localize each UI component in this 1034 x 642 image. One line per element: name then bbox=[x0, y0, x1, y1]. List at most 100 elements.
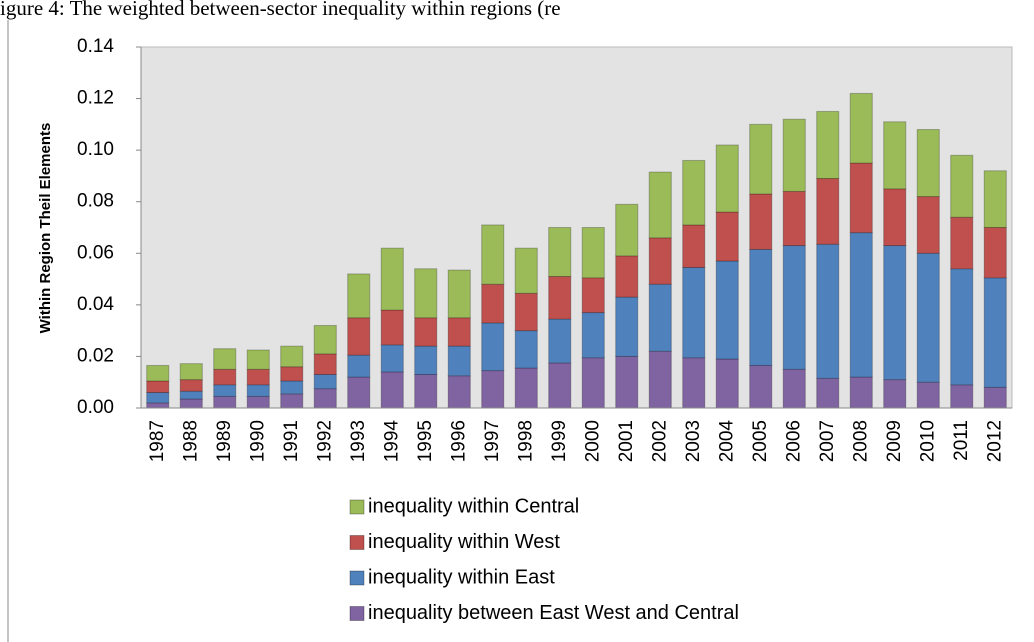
x-tick-label: 2012 bbox=[984, 420, 1005, 462]
x-tick-label: 2001 bbox=[616, 420, 637, 462]
x-tick-label: 2002 bbox=[649, 420, 670, 462]
bar-segment bbox=[950, 154, 974, 218]
bar-segment bbox=[615, 203, 639, 257]
y-tick-label: 0.04 bbox=[77, 294, 114, 315]
bar-segment bbox=[883, 245, 907, 381]
bar-segment bbox=[213, 368, 237, 386]
bar-segment bbox=[682, 224, 706, 268]
bar-segment bbox=[782, 118, 806, 192]
y-tick-label: 0.02 bbox=[77, 345, 114, 366]
bar-segment bbox=[481, 322, 505, 372]
x-tick-label: 2004 bbox=[716, 420, 737, 463]
bar-segment bbox=[849, 376, 873, 409]
bar-segment bbox=[581, 312, 605, 359]
bar-segment bbox=[916, 196, 940, 254]
bar-segment bbox=[347, 317, 371, 356]
bar-segment bbox=[782, 368, 806, 409]
bar-segment bbox=[280, 366, 304, 382]
bar-segment bbox=[380, 371, 404, 409]
bar-segment bbox=[883, 121, 907, 190]
bar-segment bbox=[514, 247, 538, 294]
legend-swatch bbox=[349, 606, 365, 621]
bar-segment bbox=[715, 260, 739, 360]
bar-segment bbox=[581, 227, 605, 279]
bar-segment bbox=[682, 266, 706, 359]
bar-segment bbox=[682, 159, 706, 226]
x-tick-label: 1988 bbox=[180, 420, 201, 462]
y-tick-label: 0.06 bbox=[77, 242, 114, 263]
bar-segment bbox=[347, 354, 371, 378]
x-tick-label: 2007 bbox=[817, 420, 838, 462]
bar-segment bbox=[648, 283, 672, 352]
bar-segment bbox=[514, 292, 538, 332]
legend-label: inequality between East West and Central bbox=[368, 602, 739, 624]
legend-label: inequality within Central bbox=[368, 495, 579, 517]
bar-segment bbox=[447, 375, 471, 409]
bar-segment bbox=[179, 390, 203, 400]
bar-segment bbox=[179, 363, 203, 381]
bar-segment bbox=[749, 193, 773, 250]
x-tick-label: 1994 bbox=[381, 420, 402, 463]
bar-segment bbox=[548, 362, 572, 409]
bar-segment bbox=[414, 373, 438, 409]
bar-segment bbox=[615, 255, 639, 298]
legend-label: inequality within West bbox=[368, 531, 560, 553]
bar-segment bbox=[280, 345, 304, 368]
x-tick-label: 2008 bbox=[850, 420, 871, 462]
bar-segment bbox=[246, 384, 270, 397]
bar-segment bbox=[950, 268, 974, 386]
bar-segment bbox=[447, 269, 471, 319]
bar-segment bbox=[280, 380, 304, 395]
x-tick-label: 1992 bbox=[314, 420, 335, 462]
x-tick-label: 1998 bbox=[515, 420, 536, 462]
bar-segment bbox=[849, 232, 873, 378]
bar-segment bbox=[648, 350, 672, 409]
legend-swatch bbox=[349, 535, 365, 550]
x-tick-label: 2009 bbox=[884, 420, 905, 462]
x-tick-label: 1996 bbox=[448, 420, 469, 462]
bar-segment bbox=[916, 381, 940, 409]
bar-segment bbox=[983, 386, 1007, 409]
bar-segment bbox=[749, 123, 773, 195]
bar-segment bbox=[782, 190, 806, 247]
legend-swatch bbox=[349, 570, 365, 586]
bar-segment bbox=[246, 395, 270, 409]
bar-segment bbox=[447, 317, 471, 347]
bar-segment bbox=[414, 317, 438, 347]
x-tick-label: 1990 bbox=[247, 420, 268, 462]
legend-label: inequality within East bbox=[368, 566, 555, 588]
bar-segment bbox=[648, 171, 672, 239]
bar-segment bbox=[581, 277, 605, 314]
x-tick-label: 2006 bbox=[783, 420, 804, 462]
bar-segment bbox=[514, 367, 538, 409]
bar-segment bbox=[983, 277, 1007, 388]
bar-segment bbox=[179, 398, 203, 409]
bar-segment bbox=[179, 379, 203, 392]
bar-segment bbox=[615, 355, 639, 409]
y-tick-label: 0.14 bbox=[77, 36, 114, 57]
bar-segment bbox=[648, 237, 672, 285]
bar-segment bbox=[313, 353, 337, 375]
bar-segment bbox=[816, 178, 840, 245]
x-tick-label: 1995 bbox=[415, 420, 436, 462]
bar-segment bbox=[816, 243, 840, 379]
bar-segment bbox=[548, 227, 572, 277]
bar-segment bbox=[347, 273, 371, 319]
bar-segment bbox=[548, 275, 572, 320]
bar-segment bbox=[883, 379, 907, 409]
x-tick-label: 1991 bbox=[281, 420, 302, 462]
y-axis-label: Within Region Theil Elements bbox=[37, 123, 54, 334]
bar-segment bbox=[581, 357, 605, 409]
y-tick-label: 0.00 bbox=[77, 397, 114, 418]
bar-segment bbox=[782, 245, 806, 370]
bar-segment bbox=[983, 170, 1007, 228]
bar-segment bbox=[146, 392, 170, 404]
bar-segment bbox=[481, 224, 505, 285]
bar-segment bbox=[414, 345, 438, 375]
bar-segment bbox=[146, 402, 170, 409]
bar-segment bbox=[347, 376, 371, 409]
bar-segment bbox=[146, 364, 170, 382]
x-tick-label: 2010 bbox=[917, 420, 938, 462]
x-tick-label: 2005 bbox=[750, 420, 771, 462]
